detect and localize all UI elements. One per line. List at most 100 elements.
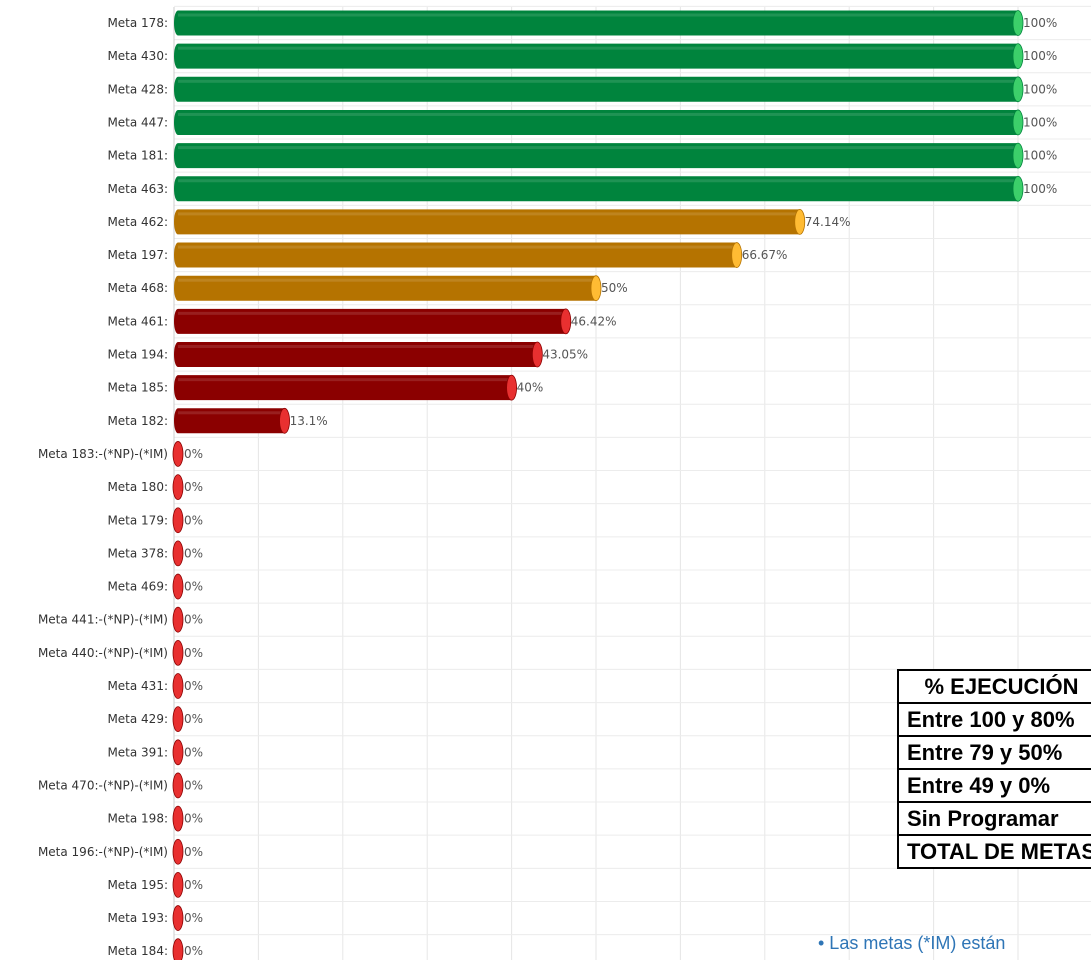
bar-end-cap xyxy=(1012,109,1024,136)
bar-highlight xyxy=(178,112,1018,116)
bar-end-cap xyxy=(172,573,184,600)
value-label: 40% xyxy=(517,381,544,395)
category-label: Meta 196:-(*NP)-(*IM) xyxy=(38,845,168,859)
legend-row: Entre 100 y 80% xyxy=(896,702,1091,737)
bar-end-cap xyxy=(172,805,184,832)
category-label: Meta 468: xyxy=(107,281,168,295)
value-label: 66.67% xyxy=(742,248,788,262)
legend-row-label: Entre 79 y 50% xyxy=(896,735,1091,770)
legend-row: Entre 79 y 50% xyxy=(896,735,1091,770)
category-label: Meta 441:-(*NP)-(*IM) xyxy=(38,613,168,627)
bar-end-cap xyxy=(794,208,806,235)
value-label: 0% xyxy=(184,878,203,892)
category-label: Meta 429: xyxy=(107,712,168,726)
value-label: 0% xyxy=(184,580,203,594)
value-label: 0% xyxy=(184,679,203,693)
category-label: Meta 430: xyxy=(107,49,168,63)
category-label: Meta 198: xyxy=(107,812,168,826)
bar-highlight xyxy=(178,278,596,282)
bar xyxy=(174,76,1018,102)
bar-end-cap xyxy=(172,838,184,865)
category-label: Meta 193: xyxy=(107,911,168,925)
bar-end-cap xyxy=(172,474,184,501)
value-label: 100% xyxy=(1023,82,1057,96)
bar xyxy=(174,275,596,301)
bar-end-cap xyxy=(172,441,184,467)
category-label: Meta 195: xyxy=(107,878,168,892)
bar-highlight xyxy=(178,345,538,348)
value-label: 0% xyxy=(184,712,203,726)
bar-end-cap xyxy=(731,242,743,268)
value-label: 100% xyxy=(1023,49,1057,63)
value-label: 0% xyxy=(184,480,203,494)
bar-end-cap xyxy=(172,706,184,733)
execution-legend-table: % EJECUCIÓN Entre 100 y 80% Entre 79 y 5… xyxy=(896,669,1091,869)
value-label: 74.14% xyxy=(805,215,851,229)
category-label: Meta 431: xyxy=(107,679,168,693)
bar-highlight xyxy=(178,146,1018,150)
value-label: 13.1% xyxy=(290,414,328,428)
value-label: 0% xyxy=(184,513,203,527)
value-label: 100% xyxy=(1023,16,1057,30)
bar-highlight xyxy=(178,46,1018,50)
legend-row-label: TOTAL DE METAS xyxy=(896,834,1091,869)
bar-highlight xyxy=(178,378,512,382)
bar xyxy=(174,308,566,334)
bar xyxy=(174,10,1018,36)
bar-end-cap xyxy=(1012,43,1024,70)
category-label: Meta 469: xyxy=(107,580,168,594)
bar-highlight xyxy=(178,179,1018,183)
bar xyxy=(174,242,737,268)
value-label: 0% xyxy=(184,812,203,826)
category-label: Meta 447: xyxy=(107,115,168,129)
bar-highlight xyxy=(178,79,1018,83)
category-label: Meta 463: xyxy=(107,182,168,196)
legend-row: TOTAL DE METAS xyxy=(896,834,1091,869)
value-label: 100% xyxy=(1023,182,1057,196)
bar-end-cap xyxy=(1012,175,1024,202)
legend-row-label: Entre 100 y 80% xyxy=(896,702,1091,737)
category-label: Meta 462: xyxy=(107,215,168,229)
bar xyxy=(174,375,512,401)
legend-row: Entre 49 y 0% xyxy=(896,768,1091,803)
value-label: 0% xyxy=(184,745,203,759)
bar-end-cap xyxy=(172,772,184,799)
value-label: 0% xyxy=(184,845,203,859)
category-label: Meta 391: xyxy=(107,745,168,759)
bar-end-cap xyxy=(279,407,290,434)
bar-end-cap xyxy=(590,275,602,302)
bar xyxy=(174,176,1018,202)
bar-end-cap xyxy=(172,606,184,633)
value-label: 0% xyxy=(184,546,203,560)
bar-end-cap xyxy=(172,639,184,666)
bar xyxy=(174,342,538,367)
bar-end-cap xyxy=(172,905,184,931)
value-label: 50% xyxy=(601,281,628,295)
value-label: 0% xyxy=(184,944,203,958)
category-label: Meta 178: xyxy=(107,16,168,30)
value-label: 0% xyxy=(184,911,203,925)
bar-end-cap xyxy=(1012,142,1024,169)
bar-highlight xyxy=(178,13,1018,17)
bar xyxy=(174,109,1018,135)
legend-header-row: % EJECUCIÓN xyxy=(896,669,1091,704)
value-label: 100% xyxy=(1023,115,1057,129)
bar xyxy=(174,408,285,434)
bar-end-cap xyxy=(560,308,572,335)
value-label: 46.42% xyxy=(571,314,617,328)
bars xyxy=(172,10,1024,960)
category-label: Meta 179: xyxy=(107,513,168,527)
category-label: Meta 184: xyxy=(107,944,168,958)
category-label: Meta 180: xyxy=(107,480,168,494)
bar xyxy=(174,43,1018,69)
value-label: 0% xyxy=(184,613,203,627)
category-label: Meta 378: xyxy=(107,546,168,560)
bar-end-cap xyxy=(172,673,184,699)
value-label: 100% xyxy=(1023,149,1057,163)
value-label: 43.05% xyxy=(542,348,588,362)
category-label: Meta 428: xyxy=(107,82,168,96)
legend-row-label: Sin Programar xyxy=(896,801,1091,836)
bar-end-cap xyxy=(172,739,184,766)
category-label: Meta 197: xyxy=(107,248,168,262)
